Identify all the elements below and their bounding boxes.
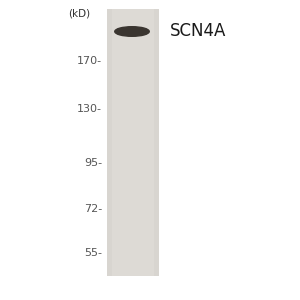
Text: 72-: 72- xyxy=(84,203,102,214)
Ellipse shape xyxy=(115,27,149,36)
Text: (kD): (kD) xyxy=(68,8,90,19)
Text: SCN4A: SCN4A xyxy=(169,22,226,40)
FancyBboxPatch shape xyxy=(112,9,154,276)
FancyBboxPatch shape xyxy=(106,9,159,276)
Text: 130-: 130- xyxy=(77,104,102,115)
Text: 170-: 170- xyxy=(77,56,102,67)
Text: 55-: 55- xyxy=(84,248,102,259)
Text: 95-: 95- xyxy=(84,158,102,169)
